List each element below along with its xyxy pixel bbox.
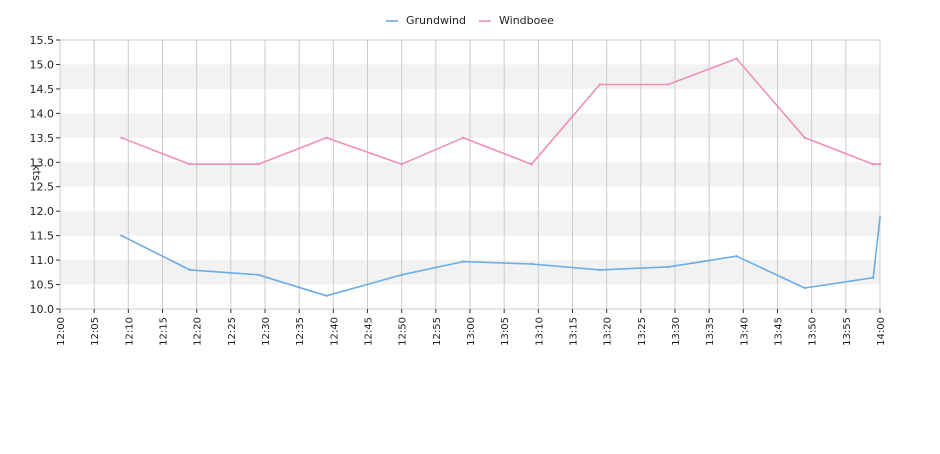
x-tick-label: 13:35: [705, 317, 716, 346]
y-tick-label: 10.0: [30, 303, 55, 316]
x-tick-label: 12:55: [432, 317, 443, 346]
x-tick-label: 12:35: [295, 317, 306, 346]
x-tick-label: 13:00: [466, 317, 477, 346]
y-tick-label: 12.0: [30, 205, 55, 218]
data-point: [120, 234, 123, 237]
data-point: [530, 163, 533, 166]
x-tick-label: 12:25: [227, 317, 238, 346]
x-tick-label: 14:00: [876, 317, 887, 346]
data-point: [666, 265, 670, 269]
data-point: [325, 294, 328, 297]
data-point: [400, 163, 403, 166]
x-tick-label: 12:45: [364, 317, 375, 346]
data-point: [256, 163, 260, 166]
x-tick-label: 13:55: [842, 317, 853, 346]
x-tick-label: 12:00: [56, 317, 67, 346]
x-axis-ticks: 12:00 12:05 12:10 12:15 12:20 12:25 12:30 12:35…: [56, 309, 887, 346]
data-point: [803, 286, 807, 290]
data-point: [188, 268, 192, 272]
data-point: [803, 136, 807, 140]
series-lines: [120, 57, 882, 297]
y-axis-ticks: 10.0 10.5 11.0 11.5 12.0 12.5 13.0 13.5 14.0 14.5…: [30, 34, 60, 316]
x-tick-label: 12:20: [193, 317, 204, 346]
data-point: [735, 254, 738, 258]
x-tick-label: 13:45: [774, 317, 785, 346]
data-point: [735, 57, 738, 60]
legend-item-windboee[interactable]: Windboee: [479, 14, 554, 27]
x-tick-label: 13:10: [534, 317, 545, 346]
x-tick-label: 13:50: [808, 317, 819, 346]
y-tick-label: 10.5: [30, 279, 55, 292]
x-tick-label: 12:40: [329, 317, 340, 346]
y-tick-label: 14.5: [30, 83, 55, 96]
legend-label: Windboee: [499, 14, 554, 27]
data-point: [256, 273, 260, 276]
legend-label: Grundwind: [406, 14, 466, 27]
x-tick-label: 13:15: [569, 317, 580, 346]
x-tick-label: 12:15: [159, 317, 170, 346]
data-point: [400, 273, 403, 276]
data-point: [878, 216, 882, 219]
data-point: [598, 268, 602, 272]
data-point: [120, 136, 123, 140]
data-point: [598, 83, 602, 86]
data-point: [188, 163, 192, 166]
y-tick-label: 15.5: [30, 34, 55, 47]
x-tick-label: 12:50: [398, 317, 409, 346]
x-tick-label: 13:20: [603, 317, 614, 346]
y-tick-label: 11.5: [30, 230, 55, 243]
x-tick-label: 13:05: [500, 317, 511, 346]
x-tick-label: 12:30: [261, 317, 272, 346]
data-point: [878, 163, 882, 166]
legend-item-grundwind[interactable]: Grundwind: [386, 14, 466, 27]
x-tick-label: 12:05: [90, 317, 101, 346]
data-point: [325, 136, 328, 140]
y-tick-label: 13.0: [30, 156, 55, 169]
data-point: [871, 276, 875, 279]
data-point: [871, 163, 875, 166]
legend[interactable]: Grundwind Windboee: [386, 14, 554, 27]
data-point: [461, 260, 465, 263]
grid-lines: [59, 40, 881, 309]
x-tick-label: 13:30: [671, 317, 682, 346]
y-tick-label: 12.5: [30, 181, 55, 194]
y-tick-label: 11.0: [30, 254, 55, 267]
y-tick-label: 15.0: [30, 58, 55, 71]
x-tick-label: 13:25: [637, 317, 648, 346]
data-point: [461, 136, 465, 140]
y-tick-label: 14.0: [30, 107, 55, 120]
x-tick-label: 13:40: [739, 317, 750, 346]
data-point: [530, 262, 533, 266]
y-axis-label: kts: [30, 164, 43, 181]
y-tick-label: 13.5: [30, 132, 55, 145]
data-point: [666, 83, 670, 86]
x-tick-label: 12:10: [124, 317, 135, 346]
